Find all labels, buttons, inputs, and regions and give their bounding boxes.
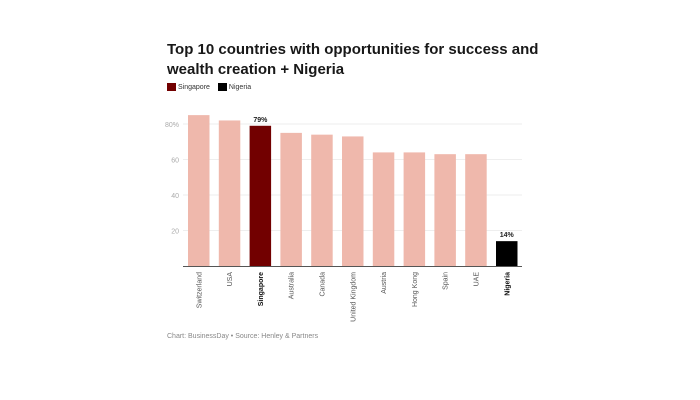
bar-switzerland bbox=[188, 115, 210, 266]
legend-swatch bbox=[167, 83, 176, 91]
bar-austria bbox=[372, 152, 395, 266]
bar-uae bbox=[465, 154, 487, 266]
x-tick-label: UAE bbox=[473, 272, 480, 287]
x-tick-label: USA bbox=[227, 272, 234, 287]
bar-singapore bbox=[249, 125, 272, 267]
y-tick-label: 80% bbox=[165, 122, 179, 129]
data-label: 79% bbox=[253, 117, 268, 124]
x-tick-label: United Kingdom bbox=[350, 272, 357, 322]
y-tick-label: 60 bbox=[171, 158, 179, 165]
x-tick-label: Singapore bbox=[258, 272, 265, 306]
legend-item-singapore: Singapore bbox=[167, 83, 210, 91]
bar-usa bbox=[218, 120, 241, 266]
legend-item-nigeria: Nigeria bbox=[217, 83, 252, 91]
bar-spain bbox=[434, 154, 456, 266]
x-tick-label: Switzerland bbox=[196, 272, 203, 308]
bar-nigeria bbox=[496, 241, 518, 266]
source-note: Chart: BusinessDay • Source: Henley & Pa… bbox=[167, 333, 319, 340]
bar-canada bbox=[311, 134, 333, 266]
x-tick-label: Spain bbox=[443, 272, 450, 290]
legend: Singapore Nigeria bbox=[167, 83, 251, 91]
x-tick-label: Austria bbox=[381, 272, 388, 294]
legend-swatch bbox=[217, 83, 227, 91]
bar-united-kingdom bbox=[342, 136, 364, 266]
legend-label: Nigeria bbox=[228, 83, 252, 91]
x-tick-label: Canada bbox=[319, 272, 326, 297]
chart-title: Top 10 countries with opportunities for … bbox=[167, 41, 539, 78]
x-tick-label: Nigeria bbox=[504, 272, 511, 296]
x-tick-label: Australia bbox=[289, 272, 296, 299]
data-label: 14% bbox=[500, 232, 515, 239]
bar-australia bbox=[280, 132, 302, 266]
bar-hong-kong bbox=[403, 152, 426, 266]
x-tick-label: Hong Kong bbox=[412, 272, 419, 307]
y-tick-label: 20 bbox=[171, 229, 179, 236]
y-tick-label: 40 bbox=[171, 193, 179, 200]
legend-label: Singapore bbox=[178, 83, 210, 91]
